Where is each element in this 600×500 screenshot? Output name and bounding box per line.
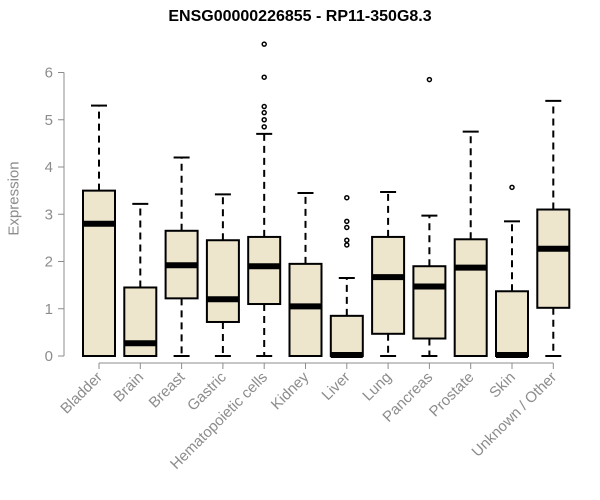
outlier-point <box>344 237 350 243</box>
iqr-box <box>329 314 364 357</box>
iqr-box <box>288 262 323 357</box>
x-tick-label: Brain <box>110 369 147 406</box>
box-breast: Breast <box>146 156 199 411</box>
outlier-point <box>344 218 350 225</box>
y-tick-label: 4 <box>45 159 53 176</box>
outlier-point <box>261 74 267 80</box>
x-tick-label: Bladder <box>57 369 106 418</box>
y-tick-label: 6 <box>45 65 53 82</box>
iqr-box <box>412 265 447 340</box>
outlier-point <box>509 184 515 191</box>
box-brain: Brain <box>110 202 158 406</box>
x-tick-label: Breast <box>146 368 189 411</box>
outlier-point <box>261 109 267 116</box>
iqr-box <box>495 290 529 357</box>
y-tick-label: 1 <box>45 301 53 318</box>
box-lung: Lung <box>359 191 406 405</box>
iqr-box <box>453 238 488 357</box>
x-tick-label: Liver <box>319 369 354 404</box>
y-tick-label: 2 <box>45 254 53 271</box>
iqr-box <box>536 208 571 309</box>
outlier-point <box>261 41 267 47</box>
box-skin: Skin <box>486 184 529 402</box>
outlier-point <box>344 242 350 248</box>
box-bladder: Bladder <box>57 104 116 418</box>
x-tick-label: Skin <box>486 369 519 402</box>
iqr-box <box>371 235 406 335</box>
outlier-point <box>426 76 433 83</box>
outlier-point <box>261 103 267 110</box>
outlier-point <box>344 194 350 201</box>
iqr-box <box>205 239 240 323</box>
y-tick-label: 5 <box>45 112 53 129</box>
outlier-point <box>261 124 267 130</box>
box-gastric: Gastric <box>184 193 240 414</box>
iqr-box <box>247 235 282 306</box>
x-tick-label: Lung <box>359 369 395 405</box>
y-tick-label: 3 <box>45 206 53 223</box>
iqr-box <box>82 189 116 357</box>
x-tick-label: Kidney <box>268 368 313 413</box>
box-liver: Liver <box>319 194 364 404</box>
x-tick-label: Prostate <box>426 369 478 421</box>
y-tick-label: 0 <box>45 348 53 365</box>
chart-title: ENSG00000226855 - RP11-350G8.3 <box>168 8 432 25</box>
outlier-point <box>344 224 350 231</box>
outlier-point <box>261 117 267 123</box>
